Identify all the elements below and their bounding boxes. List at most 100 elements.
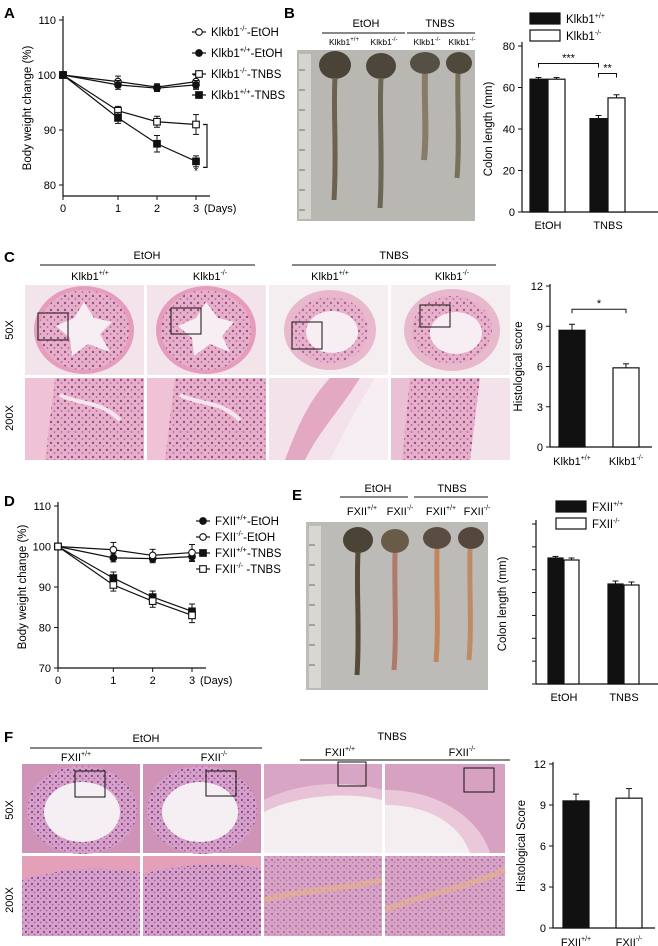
genotype-label: FXII+/+ [426, 505, 456, 518]
x-tick-label: 3 [189, 675, 195, 687]
series-line [57, 545, 193, 560]
label-base: Klkb1 [566, 14, 595, 26]
micrograph-50x [391, 285, 510, 375]
legend-base: FXII [215, 548, 236, 560]
x-tick-label: Klkb1-/- [609, 455, 644, 468]
y-tick-label: 9 [537, 321, 543, 333]
micrograph-50x [264, 761, 382, 853]
x-tick-label: FXII+/+ [561, 936, 591, 946]
legend-superscript: +/+ [236, 545, 247, 554]
label-superscript: +/+ [581, 455, 591, 462]
magnification-label-50x: 50X [4, 320, 16, 340]
legend-label: Klkb1+/+-TNBS [211, 87, 285, 102]
micrograph-200x [147, 378, 266, 460]
y-axis-label: Colon length (mm) [483, 82, 495, 177]
legend-suffix: -EtOH [243, 532, 275, 544]
y-axis-label: Histological score [513, 321, 525, 411]
y-axis-label: Body weight change (%) [17, 525, 29, 650]
legend-label: FXII-/- -TNBS [215, 561, 281, 576]
legend-suffix: -TNBS [243, 564, 281, 576]
bar [547, 557, 564, 685]
legend-label: FXII+/+-EtOH [215, 513, 279, 528]
legend-superscript: +/+ [236, 513, 247, 522]
y-tick-label: 0 [540, 923, 546, 935]
legend-label: Klkb1-/--TNBS [211, 66, 282, 81]
genotype-label: Klkb1-/- [414, 37, 441, 47]
label-superscript: -/- [636, 936, 643, 943]
y-tick-label: 60 [503, 83, 515, 95]
series-line [62, 74, 197, 89]
bar [529, 78, 548, 213]
zoom-box [205, 770, 237, 797]
micrograph-50x [269, 285, 388, 375]
bar [607, 97, 626, 213]
legend-suffix: -TNBS [251, 90, 286, 102]
x-tick-label: TNBS [609, 692, 638, 704]
zoom-box [337, 761, 367, 787]
colon-specimens [343, 527, 484, 676]
genotype-label: FXII+/+ [325, 746, 355, 759]
genotype-label: FXII-/- [201, 751, 228, 764]
significance-star: * [194, 165, 199, 177]
legend-superscript: -/- [240, 24, 248, 33]
series-line [62, 74, 197, 126]
label-base: Klkb1 [553, 456, 581, 468]
x-tick-label: FXII-/- [616, 936, 643, 946]
legend-label: FXII+/+ [592, 501, 623, 514]
x-tick-label: 0 [60, 203, 66, 215]
micrograph-50x [22, 764, 140, 854]
label-superscript: +/+ [613, 501, 623, 508]
bar [615, 797, 643, 929]
genotype-label: FXII+/+ [61, 751, 91, 764]
y-tick-label: 80 [503, 41, 515, 53]
legend-swatch [555, 517, 587, 530]
legend-base: Klkb1 [211, 27, 240, 39]
group-label-tnbs: TNBS [425, 18, 454, 30]
legend-swatch [529, 12, 561, 25]
zoom-box [74, 770, 106, 798]
x-tick-label: 1 [110, 675, 116, 687]
series-line [57, 545, 193, 557]
micrograph-50x [143, 764, 261, 854]
bar [563, 559, 580, 685]
y-tick-label: 100 [38, 70, 56, 82]
genotype-label: Klkb1+/+ [311, 270, 349, 283]
data-point [59, 71, 67, 79]
magnification-label-200x: 200X [4, 886, 16, 912]
legend-label: Klkb1-/- [566, 30, 602, 43]
legend-marker [195, 49, 203, 57]
legend-superscript: -/- [240, 66, 248, 75]
y-tick-label: 0 [509, 207, 515, 219]
genotype-label: Klkb1+/+ [329, 37, 359, 47]
y-tick-label: 80 [39, 623, 51, 635]
genotype-label: FXII+/+ [347, 505, 377, 518]
genotype-label: Klkb1+/+ [71, 270, 109, 283]
magnification-label-50x: 50X [4, 800, 16, 820]
chart-a-body-weight: 80 90 100 110 0 1 2 3 (Days) Body weight change (… [22, 15, 285, 215]
bar [562, 800, 590, 929]
y-tick-label: 3 [537, 402, 543, 414]
y-tick-label: 6 [540, 841, 546, 853]
legend-marker [199, 549, 207, 557]
group-label-etoh: EtOH [133, 733, 160, 745]
legend-label: Klkb1+/+ [566, 13, 605, 26]
label-base: Klkb1 [609, 456, 637, 468]
data-point [114, 81, 122, 89]
zoom-box [419, 304, 451, 328]
y-tick-label: 110 [38, 15, 56, 27]
photo-background [297, 50, 475, 221]
genotype-label: Klkb1-/- [449, 37, 476, 47]
legend-marker [195, 91, 203, 99]
group-label-tnbs: TNBS [379, 250, 408, 262]
panel-label-c: C [4, 249, 15, 266]
panel-label-f: F [4, 729, 13, 746]
significance-bracket [571, 308, 627, 314]
legend-suffix: -EtOH [247, 27, 279, 39]
data-point [188, 611, 196, 620]
label-base: FXII [592, 502, 613, 514]
y-tick-label: 12 [534, 759, 546, 771]
legend-superscript: +/+ [240, 87, 251, 96]
micrograph-200x [269, 378, 388, 460]
